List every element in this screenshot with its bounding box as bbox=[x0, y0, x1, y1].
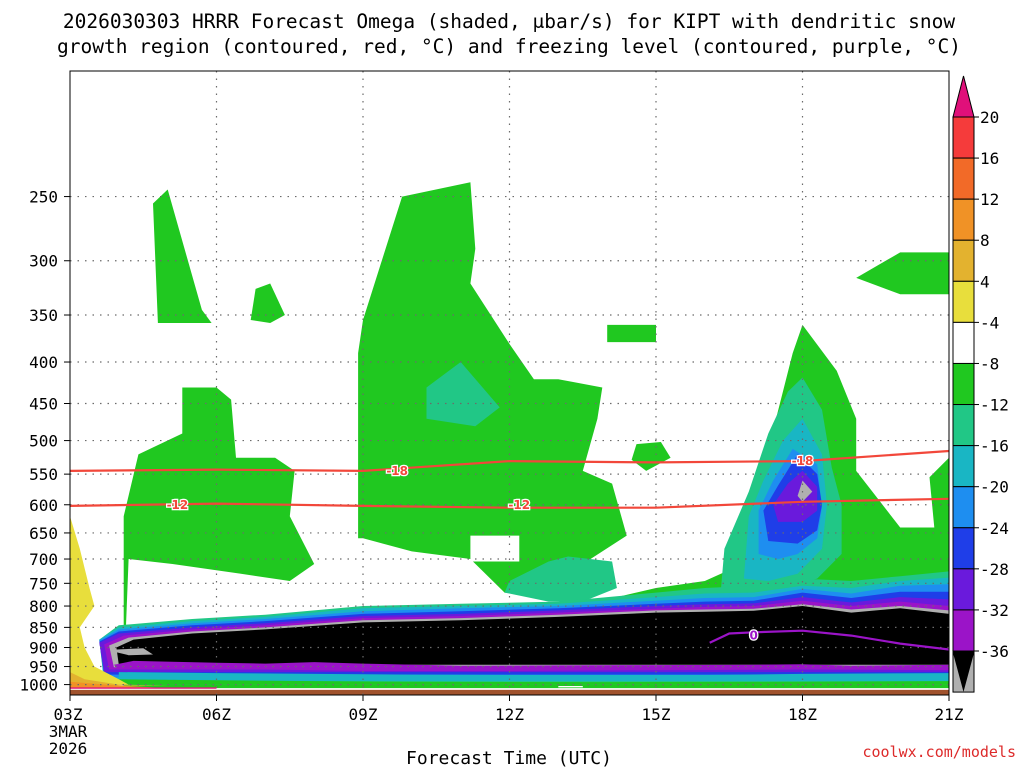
omega-region-cm36_m32 bbox=[797, 480, 813, 502]
x-tick-label: 18Z bbox=[788, 705, 817, 724]
y-tick-label: 400 bbox=[29, 353, 58, 372]
colorbar-band-cm24_m20 bbox=[952, 527, 975, 570]
omega-region-c0_4 bbox=[70, 516, 129, 685]
temperature-contours: -18 -12 0 -18 -12 bbox=[70, 449, 949, 651]
ground-surface bbox=[70, 689, 949, 695]
x-start-date-label: 2026 bbox=[49, 739, 88, 758]
colorbar-label: -20 bbox=[980, 478, 1009, 497]
contour-line-1 bbox=[70, 497, 949, 509]
omega-region-cm8_m4 bbox=[118, 679, 949, 685]
colorbar-label: -32 bbox=[980, 601, 1009, 620]
omega-region-c4_8 bbox=[70, 672, 168, 686]
colorbar-band-cm4_4 bbox=[952, 321, 975, 364]
contour-label: -12 bbox=[508, 498, 530, 512]
contour-line-0 bbox=[70, 449, 949, 473]
omega-region-cm4_4 bbox=[470, 535, 520, 562]
x-axis-title: Forecast Time (UTC) bbox=[406, 748, 612, 768]
colorbar-band-cm16_m12 bbox=[952, 445, 975, 488]
colorbar-label: 16 bbox=[980, 149, 999, 168]
y-tick-label: 900 bbox=[29, 639, 58, 658]
omega-region-cm8_m4 bbox=[250, 283, 285, 323]
x-start-date-label: 3MAR bbox=[49, 722, 88, 741]
y-tick-label: 700 bbox=[29, 550, 58, 569]
colorbar-legend: 20 16 12 8 4 -4 -8 -12 -16 -20 -24 -28 -32 -36 bbox=[952, 75, 1009, 693]
title-line-1: 2026030303 HRRR Forecast Omega (shaded, … bbox=[63, 10, 955, 33]
x-tick-label: 03Z bbox=[54, 705, 83, 724]
omega-region-cm8_m4 bbox=[153, 189, 212, 323]
colorbar-band-cm32_m28 bbox=[952, 609, 975, 652]
colorbar-band-cm28_m24 bbox=[952, 568, 975, 611]
colorbar-band-cm12_m8 bbox=[952, 404, 975, 447]
y-tick-label: 450 bbox=[29, 394, 58, 413]
y-tick-label: 750 bbox=[29, 574, 58, 593]
colorbar-bottom-arrow bbox=[952, 650, 975, 692]
contour-line-2 bbox=[709, 629, 949, 651]
y-tick-label: 500 bbox=[29, 432, 58, 451]
y-tick-label: 850 bbox=[29, 618, 58, 637]
omega-region-c8_12 bbox=[70, 681, 168, 689]
colorbar-band-c0_4 bbox=[952, 280, 975, 323]
omega-region-gt20 bbox=[70, 687, 217, 689]
omega-region-cm8_m4 bbox=[856, 252, 949, 295]
omega-region-cm28_m24 bbox=[773, 470, 818, 522]
colorbar-top-arrow bbox=[952, 75, 975, 118]
omega-region-cm12_m8 bbox=[504, 556, 617, 602]
colorbar-label: 12 bbox=[980, 190, 999, 209]
y-tick-label: 300 bbox=[29, 252, 58, 271]
colorbar-label: 20 bbox=[980, 108, 999, 127]
colorbar-band-cm8_m4 bbox=[952, 362, 975, 406]
y-tick-label: 1000 bbox=[19, 676, 58, 695]
x-tick-label: 12Z bbox=[495, 705, 524, 724]
colorbar-label: -4 bbox=[980, 313, 999, 332]
omega-region-cm8_m4 bbox=[607, 324, 656, 343]
y-tick-label: 350 bbox=[29, 306, 58, 325]
omega-region-cm8_m4 bbox=[358, 182, 627, 598]
colorbar-label: -24 bbox=[980, 519, 1009, 538]
x-tick-label: 15Z bbox=[642, 705, 671, 724]
contour-label: -18 bbox=[792, 454, 814, 468]
y-tick-label: 650 bbox=[29, 524, 58, 543]
colorbar-label: -8 bbox=[980, 354, 999, 373]
x-tick-label: 21Z bbox=[935, 705, 964, 724]
colorbar-band-c8_12 bbox=[952, 198, 975, 241]
pressure-axis: 250 300 350 400 450 500 550 600 650 700 750 800 850 9… bbox=[19, 188, 70, 695]
omega-region-cm16_m12 bbox=[118, 672, 949, 681]
colorbar-label: -12 bbox=[980, 396, 1009, 415]
credit-link[interactable]: coolwx.com/models bbox=[862, 743, 1016, 761]
contour-label: -18 bbox=[386, 464, 408, 478]
colorbar-band-c12_16 bbox=[952, 157, 975, 200]
omega-region-cm8_m4 bbox=[123, 387, 315, 685]
omega-region-cm8_m4 bbox=[631, 442, 671, 471]
x-tick-label: 09Z bbox=[349, 705, 378, 724]
y-tick-label: 250 bbox=[29, 188, 58, 207]
colorbar-label: 4 bbox=[980, 272, 990, 291]
y-tick-label: 550 bbox=[29, 465, 58, 484]
y-tick-label: 950 bbox=[29, 658, 58, 677]
omega-region-lt_m36 bbox=[116, 606, 949, 665]
contour-label: 0 bbox=[749, 629, 757, 643]
colorbar-label: -16 bbox=[980, 437, 1009, 456]
omega-region-cm36_m32 bbox=[116, 648, 153, 656]
colorbar-band-c16_20 bbox=[952, 116, 975, 159]
omega-region-cm12_m8 bbox=[426, 362, 500, 427]
colorbar-label: -36 bbox=[980, 642, 1009, 661]
omega-region-cm4_4 bbox=[558, 686, 583, 688]
y-tick-label: 600 bbox=[29, 496, 58, 515]
colorbar-band-c4_8 bbox=[952, 239, 975, 282]
x-tick-label: 06Z bbox=[202, 705, 231, 724]
omega-shading bbox=[70, 182, 949, 695]
colorbar-band-cm20_m16 bbox=[952, 486, 975, 529]
chart-title: 2026030303 HRRR Forecast Omega (shaded, … bbox=[57, 10, 961, 58]
colorbar-label: -28 bbox=[980, 560, 1009, 579]
title-line-2: growth region (contoured, red, °C) and f… bbox=[57, 35, 961, 58]
colorbar-label: 8 bbox=[980, 231, 990, 250]
contour-label: -12 bbox=[167, 498, 189, 512]
omega-region-cm32_m28 bbox=[113, 660, 949, 671]
y-tick-label: 800 bbox=[29, 597, 58, 616]
